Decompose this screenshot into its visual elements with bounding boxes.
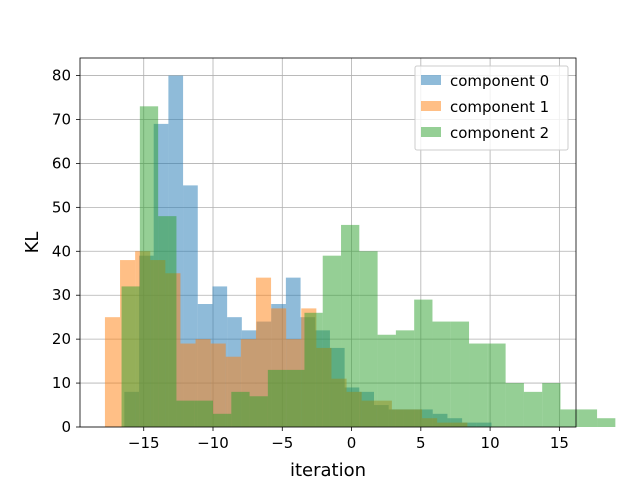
histogram-bar bbox=[139, 106, 159, 428]
y-tick-label: 40 bbox=[52, 242, 71, 260]
histogram-bar bbox=[432, 321, 451, 427]
legend-swatch bbox=[421, 127, 441, 137]
histogram-bar bbox=[542, 383, 561, 427]
histogram-bar bbox=[414, 299, 433, 427]
y-tick-label: 20 bbox=[52, 330, 71, 348]
histogram-bar bbox=[597, 418, 616, 427]
y-tick-label: 30 bbox=[52, 286, 71, 304]
histogram-bar bbox=[255, 277, 272, 427]
y-axis-label: KL bbox=[22, 232, 43, 254]
x-tick-label: −5 bbox=[271, 434, 293, 452]
histogram-bar bbox=[505, 383, 524, 427]
histogram-bar bbox=[469, 343, 488, 427]
x-tick-label: 0 bbox=[347, 434, 357, 452]
histogram-bar bbox=[322, 255, 342, 427]
histogram-bar bbox=[359, 251, 378, 427]
y-tick-label: 60 bbox=[52, 154, 71, 172]
legend-label: component 2 bbox=[450, 124, 549, 142]
x-tick-label: −10 bbox=[197, 434, 229, 452]
histogram-bar bbox=[560, 409, 579, 427]
legend: component 0 component 1 component 2 bbox=[414, 65, 569, 151]
x-tick-label: 5 bbox=[416, 434, 426, 452]
histogram-bar bbox=[450, 321, 470, 427]
legend-swatch bbox=[421, 101, 441, 111]
histogram-bar bbox=[176, 400, 195, 427]
series-2-bars bbox=[121, 106, 616, 428]
y-tick-label: 80 bbox=[52, 67, 71, 85]
histogram-bar bbox=[158, 216, 177, 427]
histogram-bar bbox=[104, 317, 121, 427]
histogram-bar bbox=[231, 391, 250, 427]
axis-ticks: −15 −10 −5 0 5 10 15 0 10 20 30 40 50 60 70 80 bbox=[52, 67, 569, 452]
histogram-bar bbox=[194, 400, 214, 427]
y-tick-label: 0 bbox=[61, 418, 71, 436]
histogram-bar bbox=[267, 369, 287, 427]
x-tick-label: 10 bbox=[481, 434, 500, 452]
histogram-bar bbox=[377, 334, 396, 427]
histogram-bar bbox=[395, 330, 415, 427]
histogram-bar bbox=[341, 224, 360, 427]
plot-frame bbox=[79, 57, 577, 428]
histogram-bars bbox=[104, 75, 616, 428]
histogram-bar bbox=[286, 369, 305, 427]
x-tick-label: 15 bbox=[550, 434, 569, 452]
y-tick-label: 70 bbox=[52, 111, 71, 129]
histogram-bar bbox=[523, 391, 543, 427]
histogram-bar bbox=[210, 343, 226, 427]
histogram-bar bbox=[249, 396, 268, 427]
legend-box bbox=[414, 65, 569, 151]
histogram-bar bbox=[578, 409, 598, 427]
x-tick-label: −15 bbox=[128, 434, 160, 452]
histogram-bar bbox=[213, 413, 232, 427]
histogram-bar bbox=[121, 286, 140, 427]
histogram-bar bbox=[304, 312, 323, 427]
y-tick-label: 10 bbox=[52, 374, 71, 392]
legend-label: component 1 bbox=[450, 98, 549, 116]
histogram-bar bbox=[487, 343, 506, 427]
y-tick-label: 50 bbox=[52, 198, 71, 216]
legend-label: component 0 bbox=[450, 72, 549, 90]
legend-swatch bbox=[421, 75, 441, 85]
x-axis-label: iteration bbox=[290, 460, 366, 480]
